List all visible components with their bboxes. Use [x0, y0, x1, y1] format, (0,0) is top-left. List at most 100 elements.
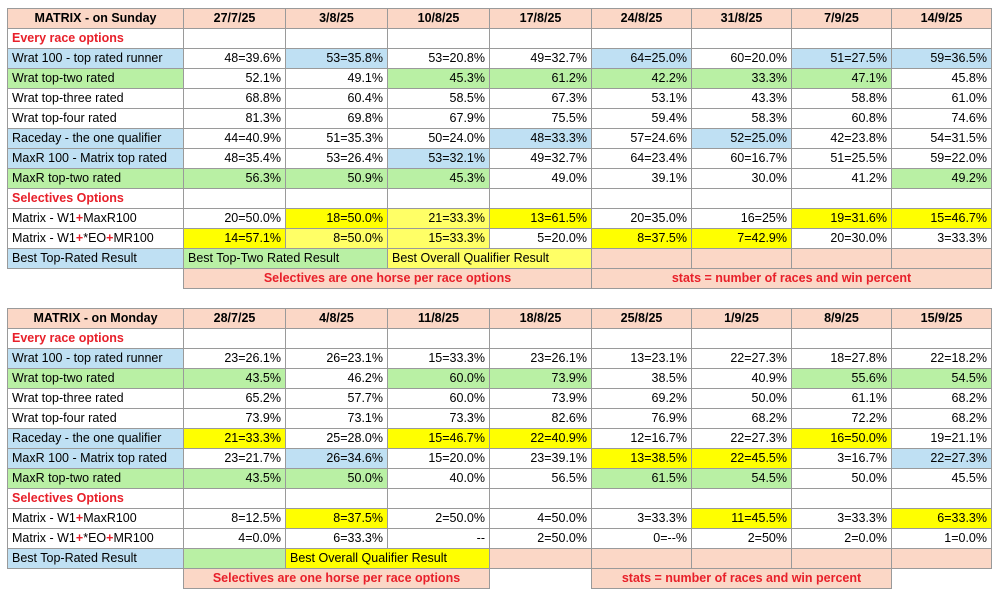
date-cell[interactable]: 27/7/25 [183, 8, 286, 29]
value-cell[interactable]: 43.5% [183, 368, 286, 389]
empty-cell[interactable] [691, 28, 792, 49]
empty-cell[interactable] [489, 328, 592, 349]
value-cell[interactable]: 15=20.0% [387, 448, 490, 469]
value-cell[interactable]: 49=32.7% [489, 148, 592, 169]
value-cell[interactable]: 48=33.3% [489, 128, 592, 149]
date-cell[interactable]: 15/9/25 [891, 308, 992, 329]
legend-best-top-two[interactable]: Best Top-Two Rated Result [183, 248, 388, 269]
value-cell[interactable]: 8=12.5% [183, 508, 286, 529]
value-cell[interactable]: 15=33.3% [387, 228, 490, 249]
value-cell[interactable]: 33.3% [691, 68, 792, 89]
value-cell[interactable]: 18=27.8% [791, 348, 892, 369]
legend-best-top-two-swatch[interactable] [183, 548, 286, 569]
value-cell[interactable]: 61.1% [791, 388, 892, 409]
value-cell[interactable]: 0=--% [591, 528, 692, 549]
value-cell[interactable]: 47.1% [791, 68, 892, 89]
section-label[interactable]: Every race options [7, 28, 184, 49]
value-cell[interactable]: 48=35.4% [183, 148, 286, 169]
value-cell[interactable]: 73.9% [489, 368, 592, 389]
value-cell[interactable]: 72.2% [791, 408, 892, 429]
value-cell[interactable]: 41.2% [791, 168, 892, 189]
row-label[interactable]: Wrat top-three rated [7, 388, 184, 409]
empty-cell[interactable] [791, 548, 892, 569]
row-label[interactable]: Matrix - W1+MaxR100 [7, 508, 184, 529]
value-cell[interactable]: 68.2% [891, 408, 992, 429]
value-cell[interactable]: 76.9% [591, 408, 692, 429]
value-cell[interactable]: 19=31.6% [791, 208, 892, 229]
value-cell[interactable]: 26=23.1% [285, 348, 388, 369]
value-cell[interactable]: 44=40.9% [183, 128, 286, 149]
empty-cell[interactable] [387, 188, 490, 209]
value-cell[interactable]: 22=27.3% [691, 348, 792, 369]
value-cell[interactable]: 22=40.9% [489, 428, 592, 449]
value-cell[interactable]: 45.5% [891, 468, 992, 489]
empty-cell[interactable] [285, 488, 388, 509]
row-label[interactable]: Wrat top-four rated [7, 408, 184, 429]
value-cell[interactable]: 51=35.3% [285, 128, 388, 149]
value-cell[interactable]: 45.3% [387, 168, 490, 189]
row-label[interactable]: MaxR 100 - Matrix top rated [7, 148, 184, 169]
empty-cell[interactable] [489, 28, 592, 49]
value-cell[interactable]: 43.5% [183, 468, 286, 489]
date-cell[interactable]: 1/9/25 [691, 308, 792, 329]
empty-cell[interactable] [591, 28, 692, 49]
value-cell[interactable]: 6=33.3% [285, 528, 388, 549]
row-label[interactable]: MaxR top-two rated [7, 168, 184, 189]
value-cell[interactable]: 40.9% [691, 368, 792, 389]
value-cell[interactable]: 59=36.5% [891, 48, 992, 69]
section-label[interactable]: Every race options [7, 328, 184, 349]
row-label[interactable]: Wrat top-two rated [7, 68, 184, 89]
note-selectives[interactable]: Selectives are one horse per race option… [183, 268, 592, 289]
empty-cell[interactable] [285, 328, 388, 349]
empty-cell[interactable] [691, 328, 792, 349]
value-cell[interactable]: 20=50.0% [183, 208, 286, 229]
value-cell[interactable]: 50.9% [285, 168, 388, 189]
value-cell[interactable]: 56.5% [489, 468, 592, 489]
empty-cell[interactable] [387, 28, 490, 49]
value-cell[interactable]: 2=50.0% [489, 528, 592, 549]
value-cell[interactable]: 15=46.7% [891, 208, 992, 229]
value-cell[interactable]: 20=30.0% [791, 228, 892, 249]
value-cell[interactable]: 58.3% [691, 108, 792, 129]
value-cell[interactable]: 25=28.0% [285, 428, 388, 449]
value-cell[interactable]: 54=31.5% [891, 128, 992, 149]
value-cell[interactable]: 53=32.1% [387, 148, 490, 169]
value-cell[interactable]: 42.2% [591, 68, 692, 89]
value-cell[interactable]: 46.2% [285, 368, 388, 389]
value-cell[interactable]: 73.3% [387, 408, 490, 429]
value-cell[interactable]: 11=45.5% [691, 508, 792, 529]
value-cell[interactable]: 68.8% [183, 88, 286, 109]
value-cell[interactable]: 54.5% [691, 468, 792, 489]
section-label[interactable]: Selectives Options [7, 488, 184, 509]
value-cell[interactable]: 64=25.0% [591, 48, 692, 69]
empty-cell[interactable] [891, 248, 992, 269]
empty-cell[interactable] [591, 328, 692, 349]
row-label[interactable]: Raceday - the one qualifier [7, 128, 184, 149]
value-cell[interactable]: 22=18.2% [891, 348, 992, 369]
value-cell[interactable]: 4=50.0% [489, 508, 592, 529]
empty-cell[interactable] [591, 248, 692, 269]
empty-cell[interactable] [591, 548, 692, 569]
date-cell[interactable]: 4/8/25 [285, 308, 388, 329]
date-cell[interactable]: 31/8/25 [691, 8, 792, 29]
value-cell[interactable]: 49.1% [285, 68, 388, 89]
date-cell[interactable]: 25/8/25 [591, 308, 692, 329]
date-cell[interactable]: 10/8/25 [387, 8, 490, 29]
empty-cell[interactable] [691, 488, 792, 509]
empty-cell[interactable] [183, 488, 286, 509]
value-cell[interactable]: 59.4% [591, 108, 692, 129]
value-cell[interactable]: 48=39.6% [183, 48, 286, 69]
value-cell[interactable]: 54.5% [891, 368, 992, 389]
value-cell[interactable]: 51=25.5% [791, 148, 892, 169]
value-cell[interactable]: 2=50.0% [387, 508, 490, 529]
value-cell[interactable]: 3=33.3% [891, 228, 992, 249]
legend-best-top-rated[interactable]: Best Top-Rated Result [7, 248, 184, 269]
value-cell[interactable]: 67.3% [489, 88, 592, 109]
value-cell[interactable]: 13=38.5% [591, 448, 692, 469]
value-cell[interactable]: 69.8% [285, 108, 388, 129]
empty-cell[interactable] [891, 188, 992, 209]
value-cell[interactable]: 15=33.3% [387, 348, 490, 369]
value-cell[interactable]: 12=16.7% [591, 428, 692, 449]
date-cell[interactable]: 18/8/25 [489, 308, 592, 329]
value-cell[interactable]: 4=0.0% [183, 528, 286, 549]
